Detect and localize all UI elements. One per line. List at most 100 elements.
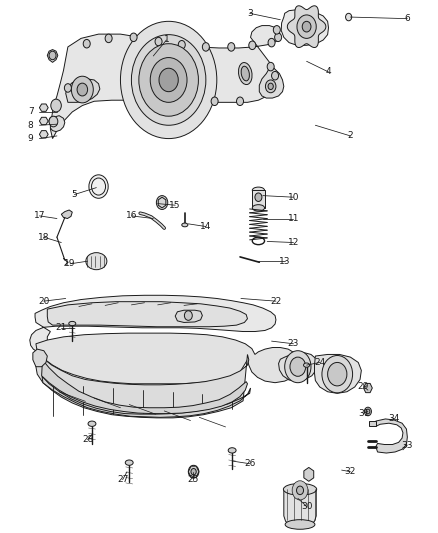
Ellipse shape (304, 363, 310, 367)
Text: 27: 27 (117, 475, 128, 484)
Polygon shape (376, 419, 407, 453)
Ellipse shape (125, 460, 133, 465)
Text: 11: 11 (288, 214, 299, 223)
Circle shape (159, 68, 178, 92)
Circle shape (255, 193, 262, 201)
Ellipse shape (86, 253, 107, 270)
Text: 29: 29 (358, 382, 369, 391)
Circle shape (188, 465, 199, 478)
Text: 26: 26 (244, 459, 255, 468)
Text: 9: 9 (28, 134, 34, 143)
Circle shape (272, 71, 279, 80)
Text: 25: 25 (187, 475, 198, 484)
Circle shape (83, 39, 90, 48)
Circle shape (346, 13, 352, 21)
Text: 31: 31 (358, 409, 369, 417)
Polygon shape (42, 360, 247, 414)
Ellipse shape (364, 407, 371, 416)
Polygon shape (287, 6, 326, 47)
Text: 28: 28 (82, 435, 93, 444)
Circle shape (150, 58, 187, 102)
Text: 24: 24 (314, 358, 325, 367)
Text: 16: 16 (126, 212, 137, 220)
Text: 30: 30 (301, 502, 312, 511)
Polygon shape (175, 310, 202, 322)
Polygon shape (30, 295, 276, 352)
Text: 21: 21 (56, 324, 67, 332)
Polygon shape (39, 104, 48, 111)
Circle shape (297, 15, 316, 38)
Polygon shape (259, 65, 284, 98)
Text: 22: 22 (270, 297, 282, 305)
Polygon shape (47, 50, 58, 62)
Polygon shape (50, 116, 65, 132)
Circle shape (328, 362, 347, 386)
Circle shape (302, 21, 311, 32)
Circle shape (268, 38, 275, 47)
Circle shape (120, 21, 217, 139)
Text: 5: 5 (71, 190, 78, 199)
Polygon shape (42, 376, 251, 417)
Polygon shape (304, 467, 314, 481)
Ellipse shape (285, 520, 315, 529)
Text: 12: 12 (288, 238, 299, 247)
Ellipse shape (366, 409, 370, 414)
Text: 17: 17 (34, 212, 45, 220)
Circle shape (297, 486, 304, 495)
Polygon shape (39, 131, 48, 138)
Ellipse shape (88, 421, 96, 426)
Circle shape (285, 351, 311, 383)
Circle shape (77, 83, 88, 96)
Text: 33: 33 (402, 441, 413, 449)
Circle shape (202, 43, 209, 51)
Polygon shape (36, 333, 299, 384)
Text: 18: 18 (38, 233, 49, 241)
Polygon shape (281, 10, 328, 45)
Text: 1: 1 (163, 36, 170, 44)
Ellipse shape (283, 483, 317, 495)
Ellipse shape (182, 223, 188, 227)
Circle shape (268, 83, 273, 90)
Circle shape (89, 175, 108, 198)
Circle shape (139, 44, 198, 116)
Polygon shape (66, 79, 100, 102)
Circle shape (51, 99, 61, 112)
Circle shape (211, 97, 218, 106)
Text: 4: 4 (326, 68, 331, 76)
Circle shape (64, 84, 71, 92)
Ellipse shape (228, 448, 236, 453)
Circle shape (249, 41, 256, 50)
Circle shape (155, 37, 162, 46)
Text: 8: 8 (28, 121, 34, 130)
Text: 20: 20 (38, 297, 49, 305)
Circle shape (184, 311, 192, 320)
Text: 15: 15 (170, 201, 181, 209)
Text: 3: 3 (247, 9, 253, 18)
Circle shape (131, 35, 206, 125)
Polygon shape (364, 383, 372, 393)
Circle shape (71, 76, 93, 103)
Circle shape (292, 481, 308, 500)
Polygon shape (50, 26, 280, 139)
Circle shape (191, 469, 196, 475)
Polygon shape (61, 210, 72, 219)
Circle shape (275, 33, 282, 42)
Circle shape (49, 116, 58, 127)
Ellipse shape (69, 321, 76, 326)
Text: 10: 10 (288, 193, 299, 201)
Ellipse shape (241, 66, 249, 81)
Polygon shape (39, 117, 48, 125)
Circle shape (49, 117, 56, 125)
Circle shape (237, 97, 244, 106)
Ellipse shape (239, 62, 252, 85)
Polygon shape (33, 349, 47, 367)
Polygon shape (314, 354, 361, 393)
Circle shape (156, 196, 168, 209)
Circle shape (267, 62, 274, 71)
Circle shape (130, 33, 137, 42)
Polygon shape (47, 302, 247, 327)
Text: 6: 6 (404, 14, 410, 23)
Circle shape (265, 80, 276, 93)
Text: 13: 13 (279, 257, 290, 265)
Ellipse shape (252, 205, 265, 211)
